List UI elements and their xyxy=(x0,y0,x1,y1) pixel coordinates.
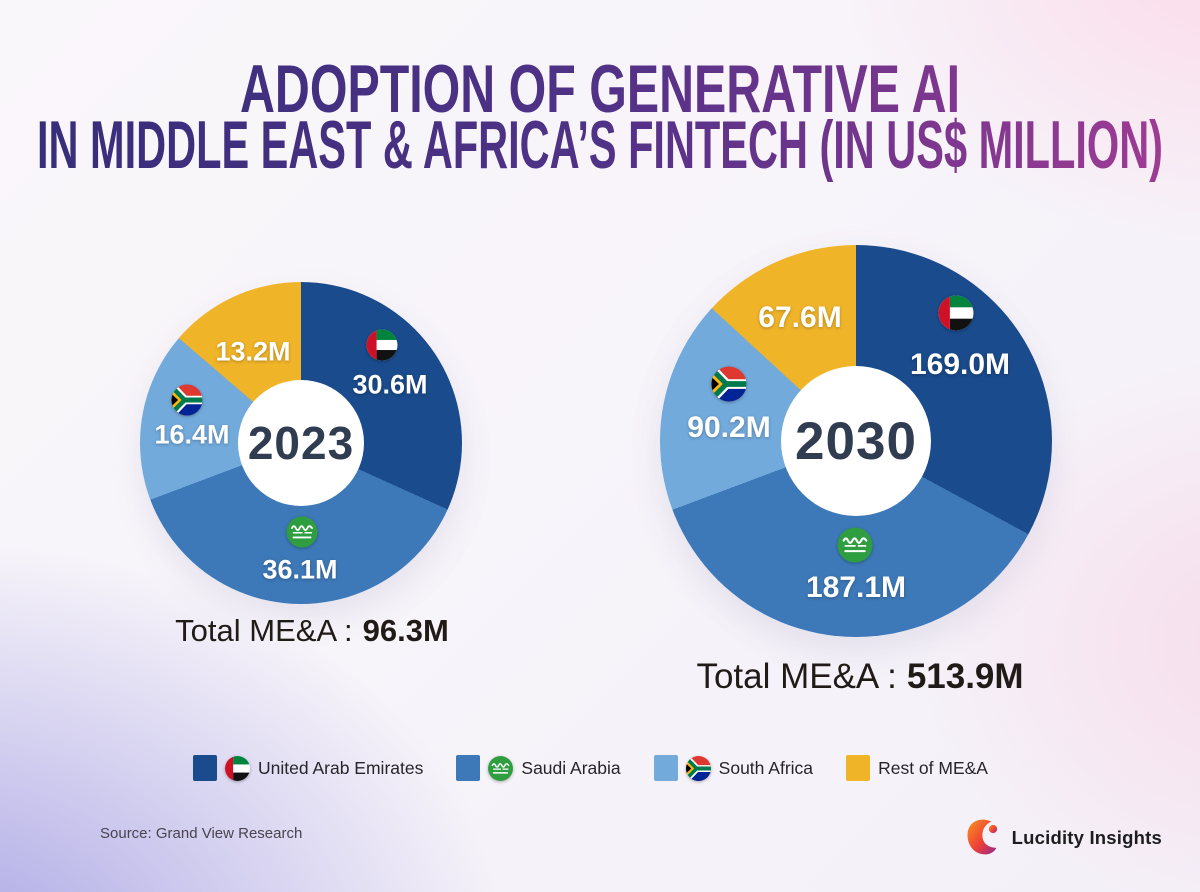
rest-of-mea-color-swatch xyxy=(846,755,871,781)
saudi-flag-icon xyxy=(837,527,873,563)
segment-label-uae-2030: 169.0M xyxy=(909,348,1011,381)
segment-label-rest-2023: 13.2M xyxy=(215,336,291,367)
donut-hole-2030: 2030 xyxy=(781,366,931,516)
legend-item-saudi-arabia: Saudi Arabia xyxy=(456,755,621,781)
lucidity-insights-logo-icon xyxy=(967,819,997,855)
year-label-2023: 2023 xyxy=(247,417,355,469)
source-text: Source: Grand View Research xyxy=(100,825,303,842)
legend-label-south-africa: South Africa xyxy=(718,757,814,778)
donut-chart-2030: 169.0M 187.1M 90.2M 67.6M 2030 xyxy=(660,245,1052,637)
donut-hole-2023: 2023 xyxy=(238,380,364,506)
segment-label-saudi-2030: 187.1M xyxy=(805,571,907,604)
legend-label-rest-of-mea: Rest of ME&A xyxy=(878,757,988,778)
legend-label-uae: United Arab Emirates xyxy=(258,757,424,778)
donut-chart-2023: 30.6M 36.1M 16.4M 13.2M 2023 xyxy=(140,282,462,604)
infographic-title: ADOPTION OF GENERATIVE AI IN MIDDLE EAST… xyxy=(37,51,1163,183)
uae-flag-icon xyxy=(366,329,398,361)
south-africa-flag-icon xyxy=(171,384,203,416)
total-label-2030: Total ME&A : xyxy=(696,657,897,696)
legend-item-south-africa: South Africa xyxy=(653,755,814,781)
total-label-2023: Total ME&A : xyxy=(175,613,353,648)
total-2023: Total ME&A : 96.3M xyxy=(175,613,449,649)
segment-label-rest-2030: 67.6M xyxy=(758,301,842,334)
brand-name: Lucidity Insights xyxy=(1011,827,1162,848)
legend-label-saudi-arabia: Saudi Arabia xyxy=(521,757,621,778)
saudi-color-swatch xyxy=(456,755,481,781)
uae-color-swatch xyxy=(193,755,217,781)
legend-item-rest-of-mea: Rest of ME&A xyxy=(846,755,988,781)
segment-label-south-africa-2023: 16.4M xyxy=(154,419,230,450)
south-africa-flag-icon xyxy=(711,366,747,402)
saudi-flag-icon xyxy=(488,755,514,781)
total-2030: Total ME&A :513.9M xyxy=(696,657,1023,697)
year-label-2030: 2030 xyxy=(795,411,917,471)
segment-label-south-africa-2030: 90.2M xyxy=(687,411,771,444)
uae-flag-icon xyxy=(938,295,974,331)
south-africa-color-swatch xyxy=(653,755,678,781)
brand-lockup: Lucidity Insights xyxy=(966,818,1162,858)
saudi-flag-icon xyxy=(286,516,318,548)
legend-item-uae: United Arab Emirates xyxy=(193,755,423,781)
total-value-2023: 96.3M xyxy=(362,613,449,648)
title-line-2: IN MIDDLE EAST & AFRICA’S FINTECH (IN US… xyxy=(37,107,1163,183)
total-value-2030: 513.9M xyxy=(906,657,1024,696)
segment-label-uae-2023: 30.6M xyxy=(352,369,428,400)
uae-flag-icon xyxy=(225,755,250,781)
segment-label-saudi-2023: 36.1M xyxy=(262,554,338,585)
chart-legend: United Arab Emirates Saudi Arabia South … xyxy=(193,755,988,781)
south-africa-flag-icon xyxy=(685,755,711,781)
title-line-1: ADOPTION OF GENERATIVE AI xyxy=(240,51,960,127)
